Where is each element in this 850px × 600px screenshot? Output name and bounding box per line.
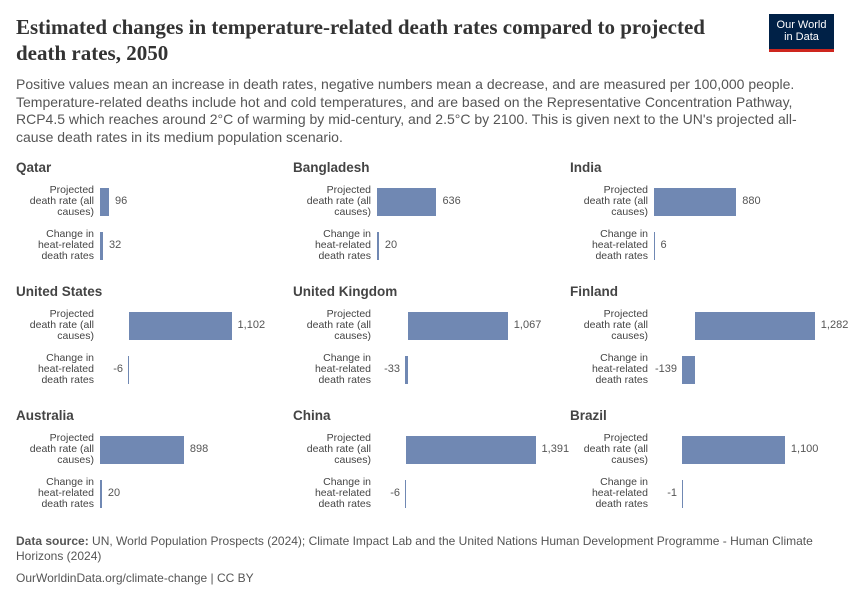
category-label: Projected death rate (all causes) <box>306 432 371 466</box>
category-label: Change in heat-related death rates <box>591 228 648 262</box>
logo-text: Our World <box>776 19 827 31</box>
subtitle: Positive values mean an increase in deat… <box>16 76 797 145</box>
bar <box>654 188 737 216</box>
panel-title: United States <box>16 284 103 299</box>
bar <box>128 356 129 384</box>
category-label: Projected death rate (all causes) <box>583 308 648 342</box>
category-label: Change in heat-related death rates <box>314 228 371 262</box>
bar <box>405 480 406 508</box>
panel-title: India <box>570 160 602 175</box>
chart-title: Estimated changes in temperature-related… <box>16 15 705 65</box>
bar <box>405 436 536 464</box>
bar <box>408 312 508 340</box>
category-label: Change in heat-related death rates <box>37 352 94 386</box>
bar <box>128 312 232 340</box>
panel-title: Australia <box>16 408 74 423</box>
value-label: 20 <box>107 487 121 499</box>
panel-title: Brazil <box>570 408 607 423</box>
category-label: Projected death rate (all causes) <box>29 184 94 218</box>
category-label: Change in heat-related death rates <box>314 352 371 386</box>
value-label: 32 <box>108 239 122 251</box>
value-label: 636 <box>442 195 461 207</box>
source-text: UN, World Population Prospects (2024); C… <box>16 534 813 563</box>
panel-title: Qatar <box>16 160 52 175</box>
value-label: -6 <box>390 487 400 499</box>
category-label: Projected death rate (all causes) <box>306 308 371 342</box>
url[interactable]: OurWorldinData.org/climate-change | CC B… <box>16 571 254 585</box>
bar <box>654 232 655 260</box>
category-label: Change in heat-related death rates <box>591 352 648 386</box>
category-label: Change in heat-related death rates <box>37 476 94 510</box>
panel-title: Finland <box>570 284 618 299</box>
value-label: 898 <box>189 443 209 455</box>
value-label: 96 <box>114 195 128 207</box>
value-label: 1,100 <box>790 443 819 455</box>
category-label: Projected death rate (all causes) <box>306 184 371 218</box>
bar <box>377 188 437 216</box>
category-label: Projected death rate (all causes) <box>583 184 648 218</box>
panel-title: China <box>293 408 331 423</box>
value-label: 6 <box>660 239 667 251</box>
bar <box>100 436 184 464</box>
category-label: Projected death rate (all causes) <box>29 308 94 342</box>
source-label: Data source: <box>16 534 89 548</box>
value-label: 20 <box>384 239 398 251</box>
value-label: -33 <box>384 363 400 375</box>
bar <box>682 356 695 384</box>
category-label: Change in heat-related death rates <box>314 476 371 510</box>
category-label: Change in heat-related death rates <box>37 228 94 262</box>
bar <box>682 436 785 464</box>
category-label: Projected death rate (all causes) <box>583 432 648 466</box>
value-label: 1,391 <box>541 443 570 455</box>
category-label: Change in heat-related death rates <box>591 476 648 510</box>
bar <box>100 188 109 216</box>
logo[interactable]: Our World in Data <box>769 14 834 52</box>
logo-text: in Data <box>784 31 819 43</box>
value-label: 1,067 <box>513 319 542 331</box>
bar <box>405 356 409 384</box>
bar <box>100 480 102 508</box>
bar <box>694 312 815 340</box>
source-note: Data source: UN, World Population Prospe… <box>16 534 831 564</box>
value-label: -139 <box>654 363 677 375</box>
panel-title: Bangladesh <box>293 160 370 175</box>
category-label: Projected death rate (all causes) <box>29 432 94 466</box>
value-label: 880 <box>742 195 761 207</box>
bar <box>377 232 379 260</box>
bar <box>100 232 103 260</box>
value-label: 1,282 <box>820 319 849 331</box>
value-label: -6 <box>113 363 123 375</box>
value-label: 1,102 <box>237 319 266 331</box>
panel-title: United Kingdom <box>293 284 398 299</box>
bar <box>682 480 683 508</box>
value-label: -1 <box>667 487 677 499</box>
